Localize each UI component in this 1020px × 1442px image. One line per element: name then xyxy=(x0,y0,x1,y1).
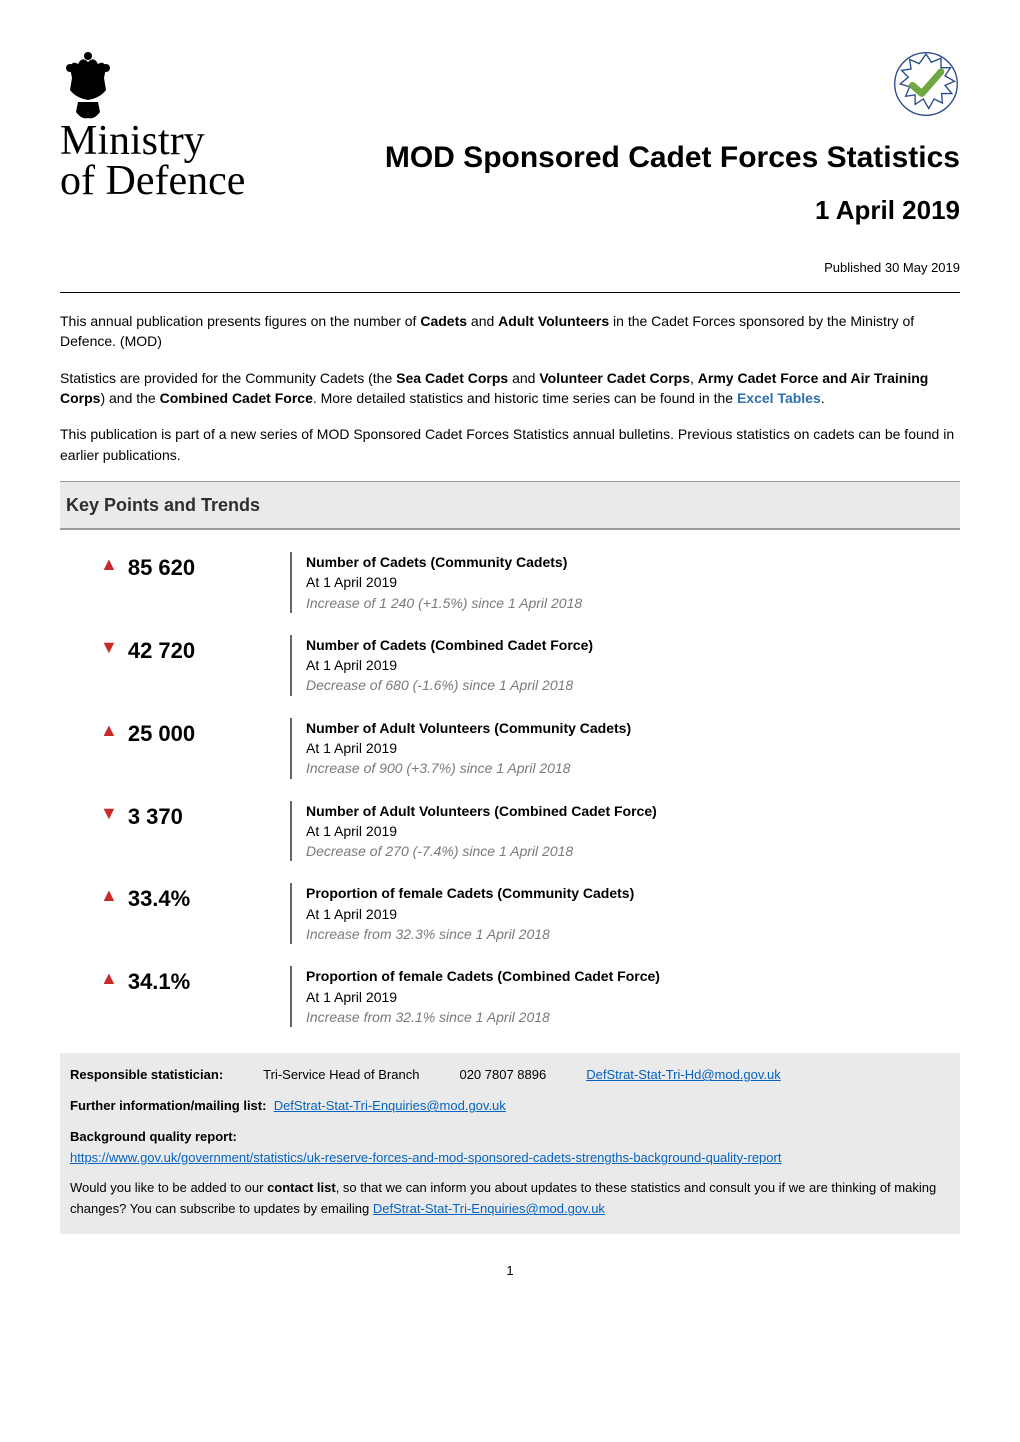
title-block: MOD Sponsored Cadet Forces Statistics 1 … xyxy=(265,50,960,286)
key-point-value-cell: ▲ 85 620 xyxy=(100,552,290,613)
key-point-value: 33.4% xyxy=(128,883,190,915)
resp-stat-label: Responsible statistician: xyxy=(70,1065,223,1086)
further-info-label: Further information/mailing list: xyxy=(70,1098,266,1113)
key-point-row: ▲ 34.1% Proportion of female Cadets (Combi… xyxy=(100,966,960,1027)
key-point-row: ▲ 25 000 Number of Adult Volunteers (Commu… xyxy=(100,718,960,779)
triangle-down-icon: ▼ xyxy=(100,635,118,660)
intro-para-1: This annual publication presents figures… xyxy=(60,311,960,352)
key-point-asof: At 1 April 2019 xyxy=(306,572,960,592)
resp-stat-name: Tri-Service Head of Branch xyxy=(263,1065,419,1086)
key-point-desc-cell: Number of Cadets (Community Cadets)At 1 … xyxy=(290,552,960,613)
key-point-asof: At 1 April 2019 xyxy=(306,821,960,841)
key-point-value: 42 720 xyxy=(128,635,195,667)
national-statistics-icon xyxy=(892,50,960,118)
key-point-title: Number of Cadets (Community Cadets) xyxy=(306,552,960,572)
key-point-asof: At 1 April 2019 xyxy=(306,987,960,1007)
triangle-up-icon: ▲ xyxy=(100,718,118,743)
ministry-line2: of Defence xyxy=(60,158,245,204)
triangle-up-icon: ▲ xyxy=(100,552,118,577)
key-point-value-cell: ▲ 25 000 xyxy=(100,718,290,779)
key-point-delta: Increase of 900 (+3.7%) since 1 April 20… xyxy=(306,758,960,778)
page-title: MOD Sponsored Cadet Forces Statistics xyxy=(265,136,960,180)
key-point-asof: At 1 April 2019 xyxy=(306,655,960,675)
footer-info-box: Responsible statistician: Tri-Service He… xyxy=(60,1053,960,1234)
key-point-value-cell: ▼ 3 370 xyxy=(100,801,290,862)
responsible-statistician-row: Responsible statistician: Tri-Service He… xyxy=(70,1065,950,1086)
key-point-value-cell: ▼ 42 720 xyxy=(100,635,290,696)
key-point-title: Number of Adult Volunteers (Community Ca… xyxy=(306,718,960,738)
key-point-title: Proportion of female Cadets (Community C… xyxy=(306,883,960,903)
bqr-row: Background quality report: https://www.g… xyxy=(70,1127,950,1169)
key-point-row: ▲ 33.4% Proportion of female Cadets (Commu… xyxy=(100,883,960,944)
key-point-desc-cell: Number of Cadets (Combined Cadet Force)A… xyxy=(290,635,960,696)
header-rule xyxy=(60,292,960,293)
key-point-desc-cell: Number of Adult Volunteers (Community Ca… xyxy=(290,718,960,779)
page-subtitle: 1 April 2019 xyxy=(265,192,960,230)
key-point-title: Proportion of female Cadets (Combined Ca… xyxy=(306,966,960,986)
key-point-row: ▲ 85 620 Number of Cadets (Community Cadet… xyxy=(100,552,960,613)
key-point-delta: Increase from 32.1% since 1 April 2018 xyxy=(306,1007,960,1027)
triangle-down-icon: ▼ xyxy=(100,801,118,826)
intro-para-2: Statistics are provided for the Communit… xyxy=(60,368,960,409)
ministry-name: Ministry of Defence xyxy=(60,122,245,202)
intro-para-3: This publication is part of a new series… xyxy=(60,424,960,465)
document-header: Ministry of Defence MOD Sponsored Cadet … xyxy=(60,50,960,286)
key-point-row: ▼ 3 370 Number of Adult Volunteers (Combin… xyxy=(100,801,960,862)
resp-stat-email-link[interactable]: DefStrat-Stat-Tri-Hd@mod.gov.uk xyxy=(586,1065,781,1086)
bqr-label: Background quality report: xyxy=(70,1127,950,1148)
further-info-email-link[interactable]: DefStrat-Stat-Tri-Enquiries@mod.gov.uk xyxy=(274,1098,506,1113)
key-point-value: 85 620 xyxy=(128,552,195,584)
key-point-delta: Decrease of 680 (-1.6%) since 1 April 20… xyxy=(306,675,960,695)
key-point-desc-cell: Number of Adult Volunteers (Combined Cad… xyxy=(290,801,960,862)
key-point-row: ▼ 42 720 Number of Cadets (Combined Cadet … xyxy=(100,635,960,696)
key-point-asof: At 1 April 2019 xyxy=(306,738,960,758)
key-point-value: 3 370 xyxy=(128,801,183,833)
key-point-delta: Increase of 1 240 (+1.5%) since 1 April … xyxy=(306,593,960,613)
key-point-delta: Decrease of 270 (-7.4%) since 1 April 20… xyxy=(306,841,960,861)
bqr-url-link[interactable]: https://www.gov.uk/government/statistics… xyxy=(70,1150,781,1165)
key-point-title: Number of Adult Volunteers (Combined Cad… xyxy=(306,801,960,821)
section-heading-key-points: Key Points and Trends xyxy=(60,481,960,530)
key-point-value: 34.1% xyxy=(128,966,190,998)
key-point-value-cell: ▲ 34.1% xyxy=(100,966,290,1027)
contact-list-row: Would you like to be added to our contac… xyxy=(70,1178,950,1220)
key-point-desc-cell: Proportion of female Cadets (Community C… xyxy=(290,883,960,944)
page-number: 1 xyxy=(60,1262,960,1281)
crown-crest-icon xyxy=(60,50,116,120)
triangle-up-icon: ▲ xyxy=(100,883,118,908)
key-point-value-cell: ▲ 33.4% xyxy=(100,883,290,944)
further-info-row: Further information/mailing list: DefStr… xyxy=(70,1096,950,1117)
resp-stat-phone: 020 7807 8896 xyxy=(459,1065,546,1086)
ministry-logo-block: Ministry of Defence xyxy=(60,50,245,202)
key-point-asof: At 1 April 2019 xyxy=(306,904,960,924)
key-point-value: 25 000 xyxy=(128,718,195,750)
triangle-up-icon: ▲ xyxy=(100,966,118,991)
key-point-title: Number of Cadets (Combined Cadet Force) xyxy=(306,635,960,655)
contact-email-link[interactable]: DefStrat-Stat-Tri-Enquiries@mod.gov.uk xyxy=(373,1201,605,1216)
key-point-desc-cell: Proportion of female Cadets (Combined Ca… xyxy=(290,966,960,1027)
key-points-table: ▲ 85 620 Number of Cadets (Community Cadet… xyxy=(100,552,960,1027)
intro-section: This annual publication presents figures… xyxy=(60,311,960,465)
excel-tables-link[interactable]: Excel Tables xyxy=(737,390,821,406)
national-statistics-badge xyxy=(892,50,960,118)
key-point-delta: Increase from 32.3% since 1 April 2018 xyxy=(306,924,960,944)
published-date: Published 30 May 2019 xyxy=(265,259,960,278)
